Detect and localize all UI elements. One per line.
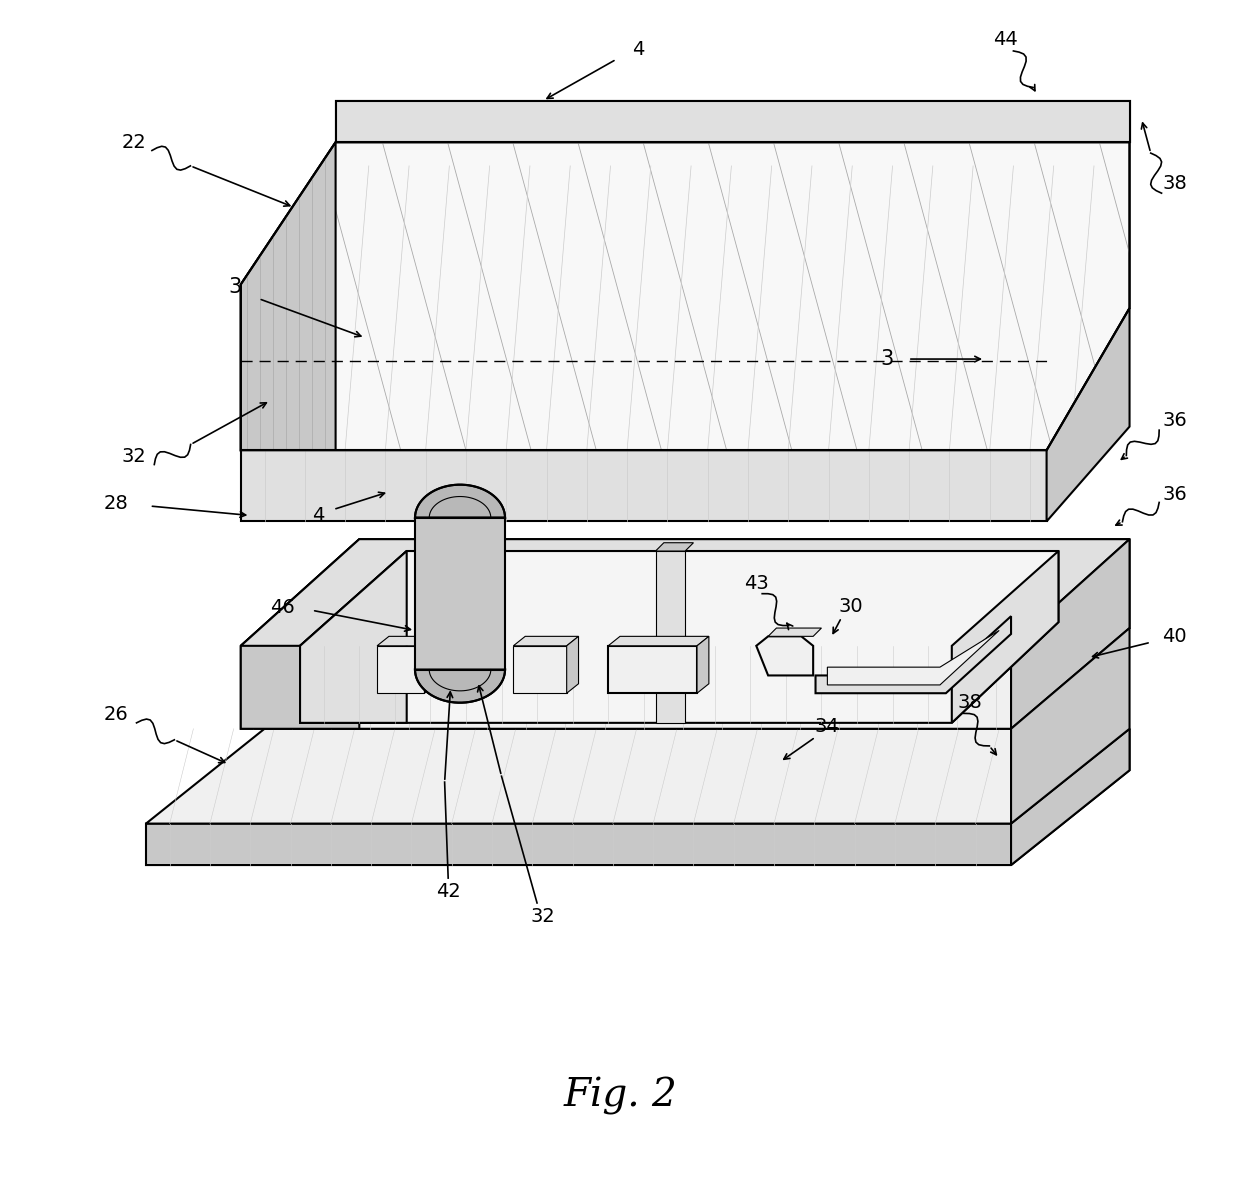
Polygon shape — [1011, 729, 1130, 865]
Text: 22: 22 — [122, 133, 146, 152]
Text: 40: 40 — [1162, 627, 1187, 646]
Polygon shape — [656, 543, 693, 551]
Polygon shape — [827, 630, 999, 685]
Polygon shape — [1011, 628, 1130, 824]
Polygon shape — [424, 636, 436, 693]
Text: 34: 34 — [815, 717, 839, 736]
Polygon shape — [608, 646, 697, 693]
Polygon shape — [146, 729, 1130, 865]
Text: Fig. 2: Fig. 2 — [563, 1077, 677, 1115]
Polygon shape — [415, 485, 505, 518]
Polygon shape — [756, 636, 813, 675]
Text: 38: 38 — [1162, 174, 1187, 193]
Polygon shape — [513, 646, 567, 693]
Text: 3: 3 — [228, 277, 242, 296]
Polygon shape — [415, 670, 505, 703]
Text: 28: 28 — [104, 494, 129, 513]
Text: 30: 30 — [838, 597, 863, 616]
Polygon shape — [336, 101, 1130, 142]
Polygon shape — [768, 628, 821, 636]
Polygon shape — [241, 539, 1130, 646]
Text: 36: 36 — [1162, 485, 1187, 504]
Polygon shape — [567, 636, 579, 693]
Polygon shape — [300, 551, 1059, 723]
Text: 32: 32 — [122, 447, 146, 466]
Polygon shape — [241, 142, 1130, 450]
Polygon shape — [1011, 539, 1130, 729]
Text: 26: 26 — [104, 705, 129, 724]
Polygon shape — [241, 539, 1130, 729]
Text: 44: 44 — [993, 30, 1018, 49]
Polygon shape — [241, 539, 360, 729]
Polygon shape — [146, 729, 1130, 824]
Text: 46: 46 — [270, 598, 295, 617]
Text: 4: 4 — [311, 506, 324, 525]
Polygon shape — [816, 616, 1011, 693]
Polygon shape — [377, 636, 436, 646]
Text: 32: 32 — [531, 907, 556, 925]
Polygon shape — [608, 636, 709, 646]
Polygon shape — [300, 551, 407, 723]
Text: 38: 38 — [957, 693, 982, 712]
Text: 4: 4 — [631, 40, 644, 59]
Polygon shape — [241, 142, 336, 450]
Text: 3: 3 — [880, 350, 893, 369]
Text: 36: 36 — [1162, 411, 1187, 430]
Polygon shape — [377, 646, 424, 693]
Text: 43: 43 — [744, 574, 769, 592]
Text: 42: 42 — [435, 882, 460, 901]
Polygon shape — [415, 518, 505, 670]
Polygon shape — [952, 551, 1059, 723]
Polygon shape — [697, 636, 709, 693]
Polygon shape — [241, 450, 1047, 521]
Polygon shape — [1047, 308, 1130, 521]
Polygon shape — [656, 551, 686, 723]
Polygon shape — [336, 101, 1130, 142]
Polygon shape — [300, 551, 1059, 646]
Polygon shape — [513, 636, 579, 646]
